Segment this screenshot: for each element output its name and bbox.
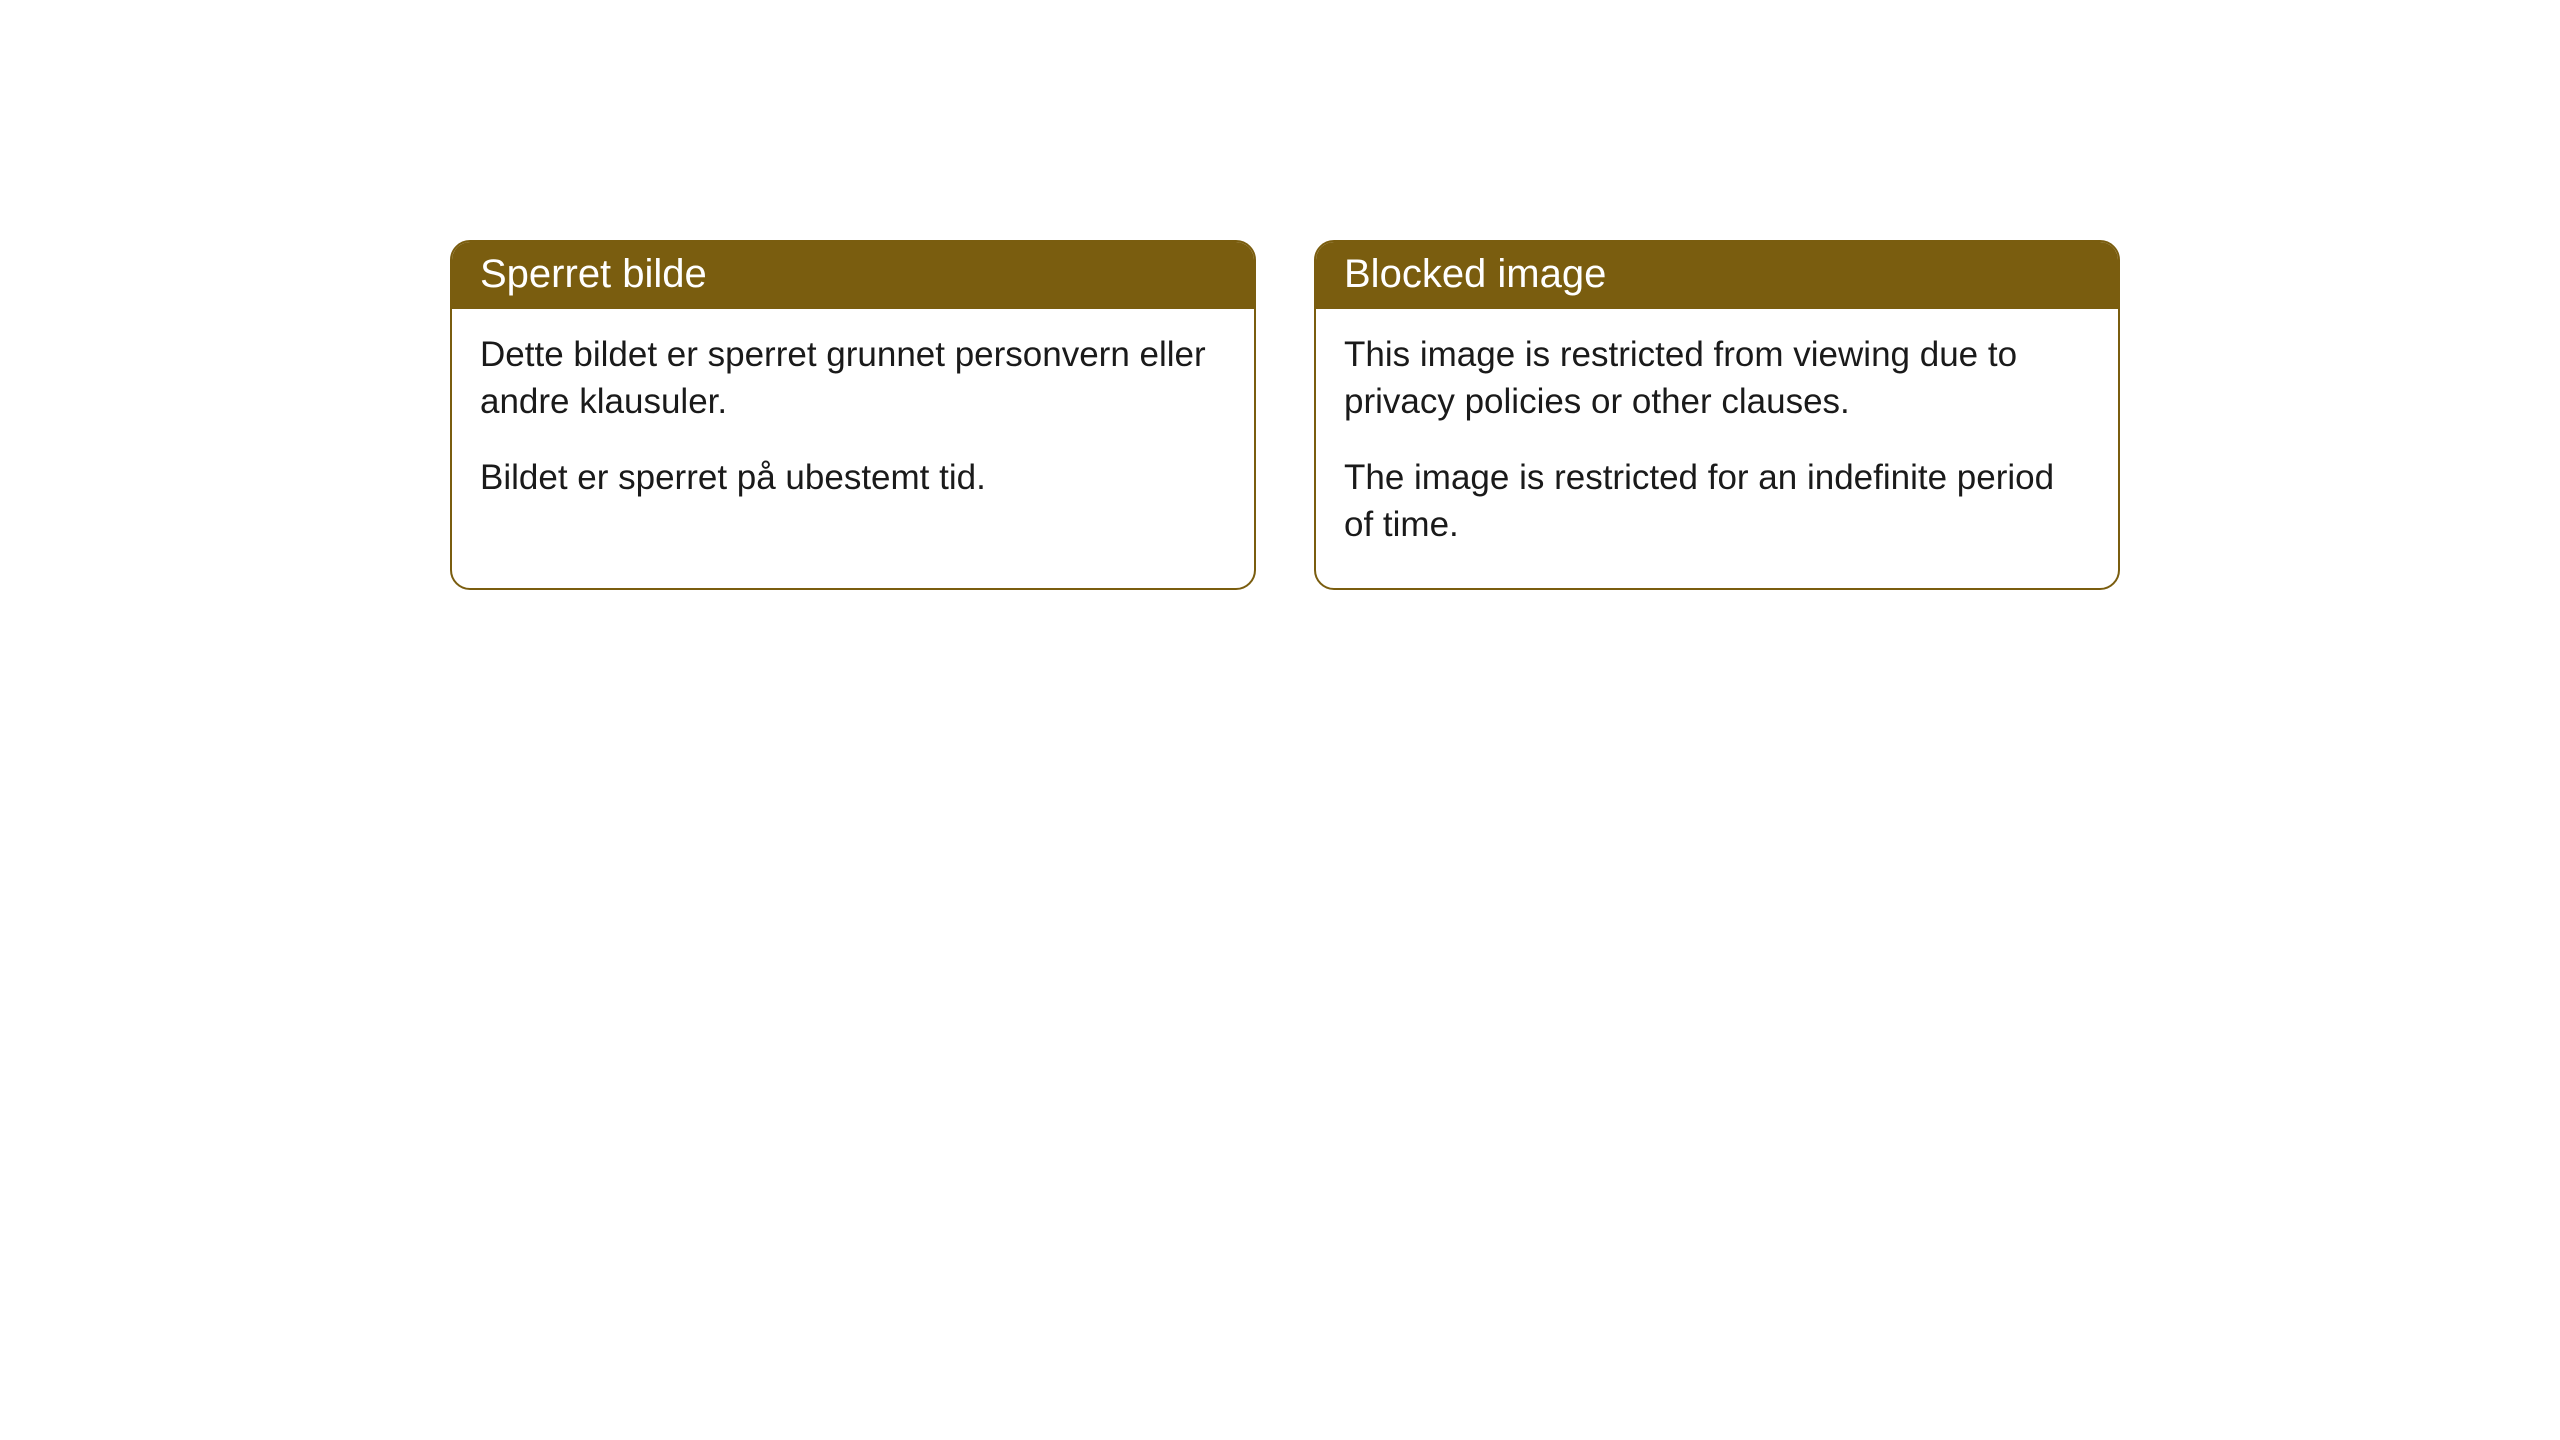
card-title-no: Sperret bilde <box>480 252 707 296</box>
card-paragraph-no-1: Dette bildet er sperret grunnet personve… <box>480 331 1226 426</box>
notice-cards-container: Sperret bilde Dette bildet er sperret gr… <box>450 240 2120 590</box>
blocked-image-card-no: Sperret bilde Dette bildet er sperret gr… <box>450 240 1256 590</box>
card-body-en: This image is restricted from viewing du… <box>1316 309 2118 588</box>
card-body-no: Dette bildet er sperret grunnet personve… <box>452 309 1254 541</box>
blocked-image-card-en: Blocked image This image is restricted f… <box>1314 240 2120 590</box>
card-paragraph-en-1: This image is restricted from viewing du… <box>1344 331 2090 426</box>
card-paragraph-en-2: The image is restricted for an indefinit… <box>1344 454 2090 549</box>
card-paragraph-no-2: Bildet er sperret på ubestemt tid. <box>480 454 1226 501</box>
card-header-en: Blocked image <box>1316 242 2118 309</box>
card-title-en: Blocked image <box>1344 252 1606 296</box>
card-header-no: Sperret bilde <box>452 242 1254 309</box>
